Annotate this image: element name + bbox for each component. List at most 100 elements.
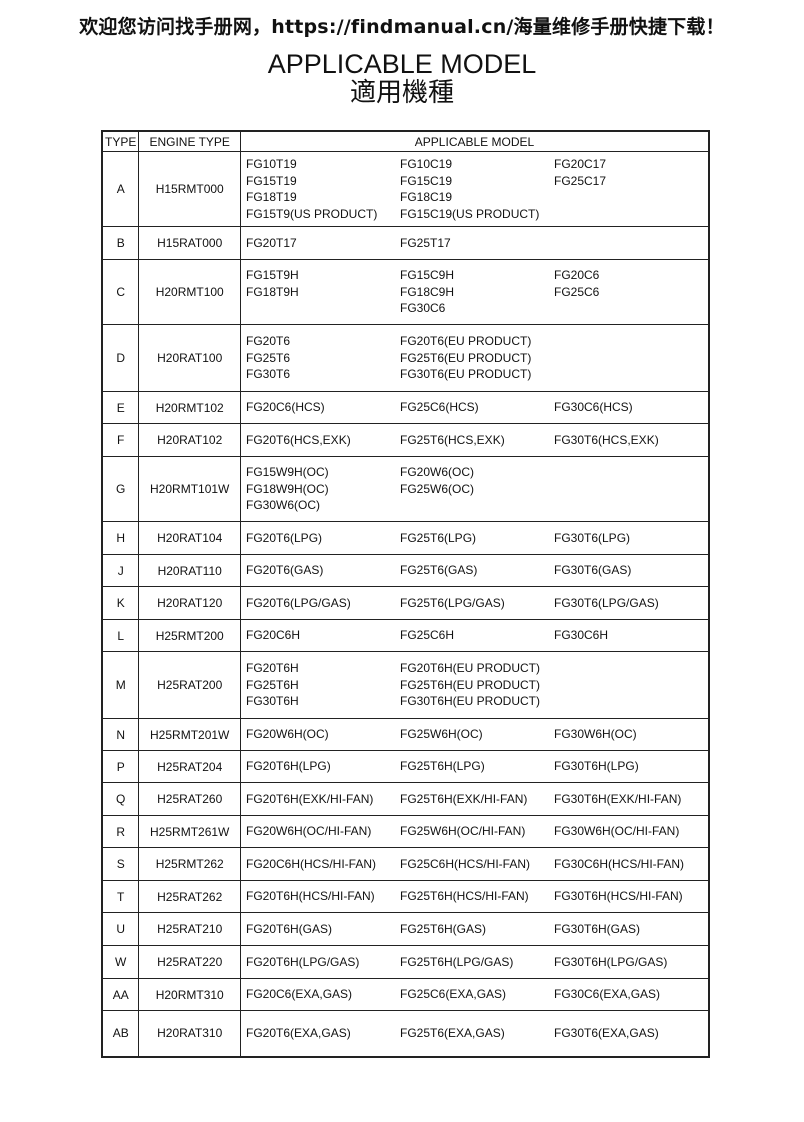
model-name: FG25T6(EU PRODUCT) [400,350,532,365]
model-name: FG15C19(US PRODUCT) [400,206,540,221]
model-name: FG30T6H(GAS) [554,921,641,936]
table-row: B H15RAT000 FG20T17 FG25T17 [101,226,710,260]
table-row: M H25RAT200 FG20T6H FG25T6H FG30T6H FG20T6H(E… [101,651,710,719]
model-name: FG15W9H(OC) [246,465,329,480]
type-cell: C [101,259,140,325]
applicable-model-cell: FG20W6H(OC) FG25W6H(OC) FG30W6H(OC) [240,718,710,751]
model-column: FG20T17 [246,235,400,252]
model-name: FG20T6H [246,661,299,676]
type-cell: A [101,151,140,227]
table-row: K H20RAT120 FG20T6(LPG/GAS) FG25T6(LPG/GAS)… [101,586,710,620]
model-column: FG30T6H(EXK/HI-FAN) [554,791,708,808]
model-column: FG25C6H(HCS/HI-FAN) [400,856,554,873]
model-column: FG20W6(OC) FG25W6(OC) [400,464,554,514]
model-column: FG20T6H(EU PRODUCT) FG25T6H(EU PRODUCT) FG… [400,660,554,710]
applicable-model-cell: FG20T6(GAS) FG25T6(GAS) FG30T6(GAS) [240,554,710,587]
model-name: FG25T6H(LPG/GAS) [400,954,514,969]
engine-type-cell: H15RAT000 [138,226,241,260]
model-name: FG20C6H [246,628,301,643]
applicable-model-cell: FG20C6H(HCS/HI-FAN) FG25C6H(HCS/HI-FAN) FG… [240,847,710,881]
model-column: FG30T6(LPG/GAS) [554,595,708,612]
model-name: FG30T6(EU PRODUCT) [400,367,532,382]
model-name: FG30T6H(EU PRODUCT) [400,694,541,709]
engine-type-cell: H20RAT310 [138,1010,241,1057]
model-name: FG25T6H(GAS) [400,921,487,936]
table-row: N H25RMT201W FG20W6H(OC) FG25W6H(OC) FG30W6H… [101,718,710,751]
applicable-model-cell: FG20T6(HCS,EXK) FG25T6(HCS,EXK) FG30T6(HCS… [240,423,710,457]
model-column: FG30T6(LPG) [554,530,708,547]
model-name: FG25T6(EXA,GAS) [400,1026,505,1040]
engine-type-cell: H25RMT261W [138,815,241,848]
type-cell: J [101,554,140,587]
model-name: FG25C6H [400,628,455,643]
model-name: FG20T17 [246,235,297,250]
type-cell: S [101,847,140,881]
model-name: FG20T6(LPG/GAS) [246,595,351,610]
type-cell: R [101,815,140,848]
site-banner: 欢迎您访问找手册网，https://findmanual.cn/海量维修手册快捷… [79,16,725,38]
model-name: FG25C6H(HCS/HI-FAN) [400,856,531,871]
table-row: G H20RMT101W FG15W9H(OC) FG18W9H(OC) FG30W6(… [101,456,710,522]
model-name: FG20W6H(OC) [246,727,329,742]
model-name: FG30C6(HCS) [554,400,633,415]
model-name: FG20T6H(GAS) [246,921,333,936]
model-column: FG20T6H(HCS/HI-FAN) [246,888,400,905]
model-column: FG20C17 FG25C17 [554,156,708,222]
type-cell: AB [101,1010,140,1057]
model-column: FG20C6(HCS) [246,399,400,416]
model-column: FG20T6H(LPG) [246,758,400,775]
model-column: FG10C19 FG15C19 FG18C19 FG15C19(US PRODUCT) [400,156,554,222]
model-column: FG25C6(EXA,GAS) [400,986,554,1003]
engine-type-cell: H25RAT260 [138,782,241,816]
model-column: FG15W9H(OC) FG18W9H(OC) FG30W6(OC) [246,464,400,514]
table-row: U H25RAT210 FG20T6H(GAS) FG25T6H(GAS) FG30T6… [101,912,710,946]
table-row: H H20RAT104 FG20T6(LPG) FG25T6(LPG) FG30T6(L… [101,521,710,555]
model-name: FG25T6(LPG/GAS) [400,595,505,610]
model-name: FG30C6H(HCS/HI-FAN) [554,856,685,871]
model-column: FG25W6H(OC/HI-FAN) [400,823,554,840]
model-name: FG18C9H [400,284,455,299]
model-name: FG20C6H(HCS/HI-FAN) [246,856,377,871]
model-column: FG25C6H [400,627,554,644]
engine-type-cell: H25RAT262 [138,880,241,913]
model-column: FG30T6(HCS,EXK) [554,432,708,449]
applicable-model-table: TYPE ENGINE TYPE APPLICABLE MODEL A H15RM… [101,130,710,1058]
type-cell: W [101,945,140,979]
model-name: FG20T6H(EU PRODUCT) [400,661,541,676]
model-column: FG30W6H(OC) [554,726,708,743]
model-name: FG20W6(OC) [400,465,475,480]
type-cell: G [101,456,140,522]
applicable-model-cell: FG15T9H FG18T9H FG15C9H FG18C9H FG30C6 FG20C6… [240,259,710,325]
model-column [554,235,708,252]
model-name: FG25T6 [246,350,291,365]
applicable-model-cell: FG15W9H(OC) FG18W9H(OC) FG30W6(OC) FG20W6(O… [240,456,710,522]
model-column: FG15C9H FG18C9H FG30C6 [400,267,554,317]
model-column: FG20T6(HCS,EXK) [246,432,400,449]
model-column: FG20T6(LPG) [246,530,400,547]
engine-type-cell: H25RAT204 [138,750,241,783]
table-row: T H25RAT262 FG20T6H(HCS/HI-FAN) FG25T6H(HCS… [101,880,710,913]
model-column: FG20C6 FG25C6 [554,267,708,317]
model-name: FG20C6 [554,268,600,283]
model-name: FG30T6(GAS) [554,563,632,578]
model-name: FG10C19 [400,157,453,171]
type-cell: Q [101,782,140,816]
model-column [554,333,708,383]
applicable-model-cell: FG10T19 FG15T19 FG18T19 FG15T9(US PRODUCT) F… [240,151,710,227]
engine-type-cell: H20RAT120 [138,586,241,620]
engine-type-cell: H20RAT104 [138,521,241,555]
model-name: FG25T6(HCS,EXK) [400,432,505,447]
type-cell: T [101,880,140,913]
applicable-model-cell: FG20T17 FG25T17 [240,226,710,260]
engine-type-cell: H20RAT110 [138,554,241,587]
table-row: AB H20RAT310 FG20T6(EXA,GAS) FG25T6(EXA,GAS… [101,1010,710,1057]
header-applicable-model: APPLICABLE MODEL [240,130,710,152]
model-column: FG25T17 [400,235,554,252]
model-name: FG25T17 [400,235,451,250]
table-row: S H25RMT262 FG20C6H(HCS/HI-FAN) FG25C6H(HCS… [101,847,710,881]
model-column: FG25T6H(LPG) [400,758,554,775]
engine-type-cell: H20RMT101W [138,456,241,522]
table-row: P H25RAT204 FG20T6H(LPG) FG25T6H(LPG) FG30T6… [101,750,710,783]
applicable-model-cell: FG20T6(LPG) FG25T6(LPG) FG30T6(LPG) [240,521,710,555]
type-cell: AA [101,978,140,1011]
